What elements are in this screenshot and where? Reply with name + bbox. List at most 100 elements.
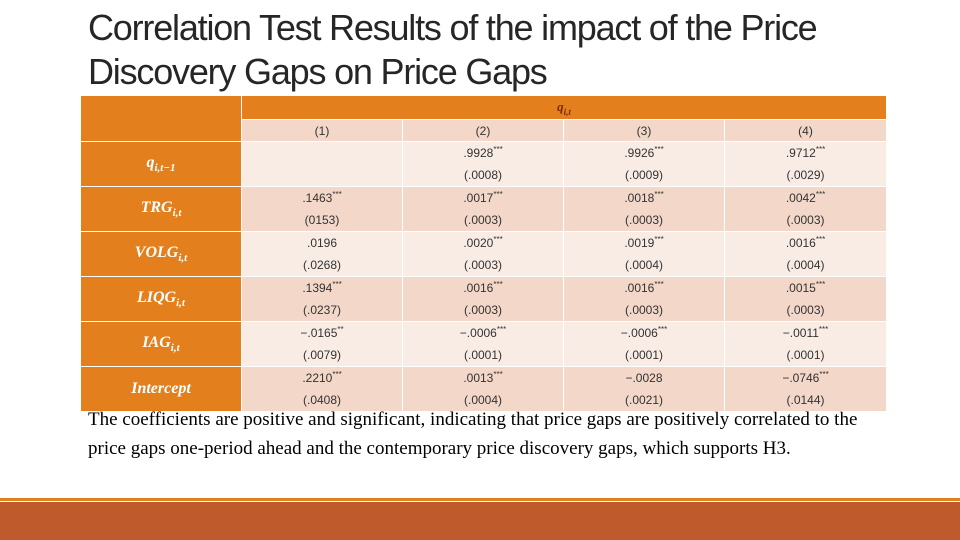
standard-error: (.0003): [463, 258, 503, 272]
table-row: VOLGi,t .0196 (.0268) .0020*** (.0003) .0019*…: [80, 231, 888, 277]
table-cell: −.0028 (.0021): [563, 366, 725, 412]
significance-stars: ***: [818, 325, 829, 334]
column-header: (1): [241, 119, 403, 142]
table-cell: −.0011*** (.0001): [723, 321, 888, 367]
row-label: TRGi,t: [80, 186, 242, 232]
table-cell: −.0006*** (.0001): [563, 321, 725, 367]
table-cell: .0196 (.0268): [241, 231, 403, 277]
row-label-subscript: i,t−1: [154, 162, 176, 175]
table-row: Intercept .2210*** (.0408) .0013*** (.0004) −…: [80, 366, 888, 412]
coefficient: .1394: [302, 281, 333, 295]
significance-stars: ***: [815, 235, 826, 244]
standard-error: (.0004): [463, 393, 503, 407]
significance-stars: ***: [332, 370, 342, 379]
significance-stars: ***: [493, 280, 503, 289]
standard-error: (.0003): [463, 213, 503, 227]
row-label-subscript: i,t: [176, 297, 185, 310]
standard-error: (.0004): [786, 258, 825, 272]
coefficient: .0018: [624, 191, 655, 205]
coefficient: .0019: [624, 236, 655, 250]
standard-error: [242, 164, 402, 186]
table-cell: .2210*** (.0408): [241, 366, 403, 412]
table-row: qi,t−1.9928*** (.0008) .9926*** (.0009) .971…: [80, 141, 888, 187]
coefficient: .0020: [463, 236, 494, 250]
footer-bar: [0, 502, 960, 540]
significance-stars: ***: [654, 145, 664, 154]
significance-stars: **: [337, 325, 344, 334]
coefficient: .1463: [302, 191, 333, 205]
standard-error: (.0268): [302, 258, 342, 272]
table-cell: −.0006*** (.0001): [402, 321, 564, 367]
column-header: (2): [402, 119, 564, 142]
table-cell: .0016*** (.0003): [402, 276, 564, 322]
row-label: Intercept: [80, 366, 242, 412]
standard-error: (.0001): [463, 348, 503, 362]
table-cell: .0016*** (.0003): [563, 276, 725, 322]
standard-error: (.0003): [463, 303, 503, 317]
footer-accent-line: [0, 498, 960, 501]
row-label-subscript: i,t: [178, 252, 188, 265]
page-title: Correlation Test Results of the impact o…: [88, 7, 818, 92]
standard-error: (.0003): [786, 213, 825, 227]
dep-var-main: q: [557, 98, 564, 114]
table-cell: .9926*** (.0009): [563, 141, 725, 187]
coefficient: −.0746: [782, 371, 820, 385]
row-label-subscript: i,t: [170, 342, 180, 355]
row-label-subscript: i,t: [172, 207, 182, 220]
standard-error: (.0009): [624, 168, 664, 182]
coefficient: −.0006: [620, 326, 658, 340]
coefficient: .2210: [302, 371, 333, 385]
standard-error: (.0237): [302, 303, 342, 317]
standard-error: (.0021): [624, 393, 664, 407]
significance-stars: ***: [815, 145, 826, 154]
coefficient: −.0011: [782, 326, 819, 340]
table-cell: .0013*** (.0004): [402, 366, 564, 412]
row-label: LIQGi,t: [80, 276, 242, 322]
significance-stars: ***: [654, 190, 664, 199]
column-header: (4): [723, 119, 888, 142]
standard-error: (.0003): [624, 303, 664, 317]
coefficient: .9712: [785, 146, 816, 160]
row-label-text: VOLG: [134, 243, 179, 261]
standard-error: (.0003): [786, 303, 825, 317]
column-header: (3): [563, 119, 725, 142]
coefficient: .0013: [463, 371, 494, 385]
results-table: qi,t (1) (2) (3) (4) qi,t−1.9928*** (.0008).…: [80, 95, 888, 412]
coefficient: .9926: [624, 146, 655, 160]
coefficient: .0016: [785, 236, 816, 250]
table-cell: .0015*** (.0003): [723, 276, 888, 322]
table-corner: [80, 95, 242, 142]
significance-stars: ***: [654, 280, 664, 289]
significance-stars: ***: [657, 325, 668, 334]
significance-stars: ***: [815, 190, 826, 199]
row-label-text: q: [146, 153, 155, 171]
coefficient: .0017: [463, 191, 494, 205]
table-cell: .0016*** (.0004): [723, 231, 888, 277]
body-text: The coefficients are positive and signif…: [88, 409, 858, 459]
table-cell: .0020*** (.0003): [402, 231, 564, 277]
dep-var-sub: i,t: [563, 107, 571, 118]
table-row: TRGi,t .1463*** (0153) .0017*** (.0003) .0018…: [80, 186, 888, 232]
row-label: VOLGi,t: [80, 231, 242, 277]
standard-error: (.0144): [786, 393, 825, 407]
coefficient: .0196: [306, 236, 338, 250]
standard-error: (.0004): [624, 258, 664, 272]
table-cell: .9712*** (.0029): [723, 141, 888, 187]
coefficient: .0016: [463, 281, 494, 295]
row-label-text: Intercept: [131, 380, 191, 397]
coefficient: .0042: [785, 191, 816, 205]
table-cell: .0019*** (.0004): [563, 231, 725, 277]
coefficient: .0015: [785, 281, 816, 295]
table-cell: .9928*** (.0008): [402, 141, 564, 187]
table-cell: .1463*** (0153): [241, 186, 403, 232]
significance-stars: ***: [493, 235, 503, 244]
table-cell: .1394*** (.0237): [241, 276, 403, 322]
coefficient: .9928: [463, 146, 494, 160]
dependent-variable-header: qi,t: [240, 95, 888, 120]
significance-stars: ***: [815, 280, 826, 289]
standard-error: (.0008): [463, 168, 503, 182]
coefficient: −.0028: [625, 371, 663, 385]
row-label: IAGi,t: [80, 321, 242, 367]
standard-error: (0153): [304, 213, 340, 227]
table-cell: −.0746*** (.0144): [723, 366, 888, 412]
